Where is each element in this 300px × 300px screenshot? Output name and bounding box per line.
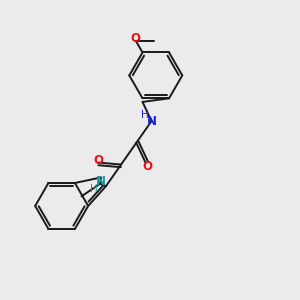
Text: H: H [90, 184, 98, 194]
Text: O: O [142, 160, 152, 173]
Text: N: N [146, 115, 157, 128]
Text: N: N [96, 176, 106, 188]
Text: O: O [130, 32, 140, 44]
Text: O: O [94, 154, 104, 167]
Text: H: H [141, 110, 149, 120]
